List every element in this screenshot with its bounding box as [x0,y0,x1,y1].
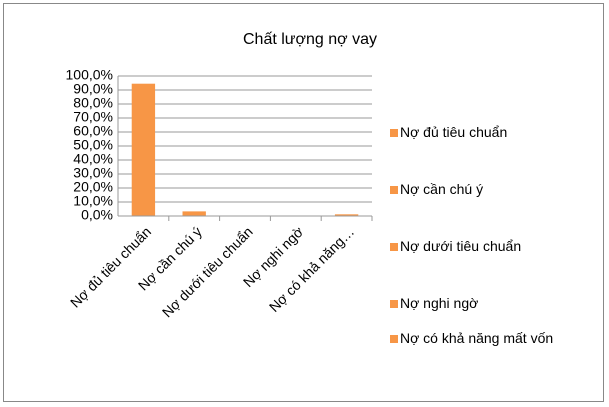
y-tick-label: 60,0% [73,123,113,139]
legend-label: Nợ đủ tiêu chuẩn [400,124,508,140]
y-tick-label: 90,0% [73,81,113,97]
legend-label: Nợ có khả năng mất vốn [400,330,554,346]
legend-item: Nợ có khả năng mất vốn [390,330,590,347]
bar [131,83,156,216]
legend-swatch [390,335,398,343]
bar [334,214,359,216]
y-tick-label: 50,0% [73,137,113,153]
legend-item: Nợ đủ tiêu chuẩn [390,124,590,141]
y-tick-label: 10,0% [73,193,113,209]
legend-label: Nợ dưới tiêu chuẩn [400,238,522,254]
legend-label: Nợ cần chú ý [400,181,484,197]
legend-item: Nợ cần chú ý [390,181,590,198]
legend-label: Nợ nghi ngờ [400,295,479,311]
legend-swatch [390,186,398,194]
legend-item: Nợ nghi ngờ [390,295,590,312]
y-tick-label: 0,0% [81,207,113,223]
legend-swatch [390,300,398,308]
y-tick-label: 30,0% [73,165,113,181]
y-tick-label: 40,0% [73,151,113,167]
bar [182,211,206,216]
y-tick-label: 80,0% [73,95,113,111]
y-tick-label: 100,0% [66,67,113,83]
legend-item: Nợ dưới tiêu chuẩn [390,238,590,255]
y-tick-label: 70,0% [73,109,113,125]
chart-title: Chất lượng nợ vay [243,31,377,48]
legend-swatch [390,129,398,137]
legend-swatch [390,243,398,251]
y-tick-label: 20,0% [73,179,113,195]
